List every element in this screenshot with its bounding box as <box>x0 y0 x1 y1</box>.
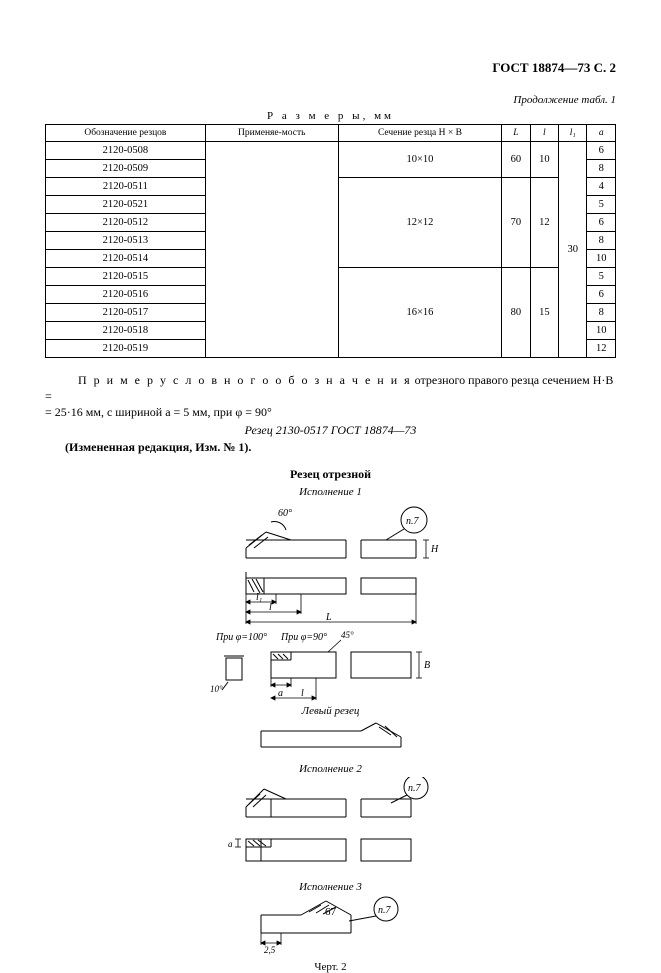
cell-designation: 2120-0516 <box>46 286 206 304</box>
cell-designation: 2120-0517 <box>46 304 206 322</box>
cell-L: 80 <box>502 268 530 358</box>
svg-text:l: l <box>301 688 304 699</box>
cell-a: 6 <box>587 286 616 304</box>
cell-a: 8 <box>587 232 616 250</box>
left-cutter-view <box>241 719 421 759</box>
cell-section: 12×12 <box>338 178 501 268</box>
svg-text:n.7: n.7 <box>406 516 420 527</box>
changed-edition: (Измененная редакция, Изм. № 1). <box>65 440 616 455</box>
svg-text:a: a <box>278 688 283 699</box>
phi-views: При φ=100° При φ=90° 45° 10° <box>206 630 456 705</box>
svg-text:10°: 10° <box>210 684 223 694</box>
svg-text:l: l <box>269 602 272 613</box>
figure-caption: Черт. 2 <box>206 961 456 973</box>
figure-title: Резец отрезной <box>206 467 456 482</box>
svg-text:45°: 45° <box>341 630 354 640</box>
svg-text:60°: 60° <box>278 508 292 519</box>
cell-designation: 2120-0509 <box>46 160 206 178</box>
example-code: Резец 2130-0517 ГОСТ 18874—73 <box>45 423 616 438</box>
cell-designation: 2120-0508 <box>46 142 206 160</box>
sizes-caption: Р а з м е р ы, мм <box>45 110 616 122</box>
cell-designation: 2120-0513 <box>46 232 206 250</box>
svg-text:При φ=100°: При φ=100° <box>215 632 267 643</box>
col-applicability: Применяе-мость <box>205 125 338 142</box>
svg-text:l₁: l₁ <box>256 592 262 603</box>
svg-text:2,5: 2,5 <box>264 945 276 955</box>
col-l1: l₁ <box>559 125 587 142</box>
cell-designation: 2120-0514 <box>46 250 206 268</box>
cell-a: 10 <box>587 250 616 268</box>
continuation-label: Продолжение табл. 1 <box>45 94 616 106</box>
cell-designation: 2120-0521 <box>46 196 206 214</box>
figure-block: Резец отрезной Исполнение 1 <box>206 467 456 973</box>
cell-section: 10×10 <box>338 142 501 178</box>
cell-section: 16×16 <box>338 268 501 358</box>
col-designation: Обозначение резцов <box>46 125 206 142</box>
cell-a: 10 <box>587 322 616 340</box>
svg-text:H: H <box>430 544 439 555</box>
dimensions-table: Обозначение резцов Применяе-мость Сечени… <box>45 124 616 358</box>
example-line2: = 25·16 мм, с шириной a = 5 мм, при φ = … <box>45 405 272 419</box>
exec2-views: n.7 a <box>216 777 446 877</box>
cell-a: 5 <box>587 196 616 214</box>
cell-designation: 2120-0518 <box>46 322 206 340</box>
cell-l: 10 <box>530 142 558 178</box>
cell-a: 12 <box>587 340 616 358</box>
col-l: l <box>530 125 558 142</box>
cell-applicability <box>205 142 338 358</box>
col-a: a <box>587 125 616 142</box>
cell-L: 70 <box>502 178 530 268</box>
col-section: Сечение резца H × B <box>338 125 501 142</box>
table-header-row: Обозначение резцов Применяе-мость Сечени… <box>46 125 616 142</box>
cell-a: 5 <box>587 268 616 286</box>
exec2-label: Исполнение 2 <box>206 763 456 775</box>
page: ГОСТ 18874—73 С. 2 Продолжение табл. 1 Р… <box>0 0 661 936</box>
exec1-side-view: l₁ l L <box>216 570 446 630</box>
cell-designation: 2120-0511 <box>46 178 206 196</box>
table-row: 2120-050810×106010306 <box>46 142 616 160</box>
svg-text:n.7: n.7 <box>408 783 422 794</box>
cell-a: 6 <box>587 214 616 232</box>
cell-a: 8 <box>587 304 616 322</box>
cell-a: 8 <box>587 160 616 178</box>
cell-designation: 2120-0519 <box>46 340 206 358</box>
exec1-top-view: 60° n.7 H <box>216 500 446 570</box>
exec3-label: Исполнение 3 <box>206 881 456 893</box>
exec3-view: n.7 2,5 <box>231 895 431 957</box>
svg-text:L: L <box>325 612 332 623</box>
cell-a: 6 <box>587 142 616 160</box>
left-cutter-label: Левый резец <box>206 705 456 717</box>
cell-a: 4 <box>587 178 616 196</box>
col-L: L <box>502 125 530 142</box>
cell-l: 15 <box>530 268 558 358</box>
cell-l: 12 <box>530 178 558 268</box>
cell-l1: 30 <box>559 142 587 358</box>
cell-designation: 2120-0512 <box>46 214 206 232</box>
page-number: 67 <box>0 906 661 918</box>
exec1-label: Исполнение 1 <box>206 486 456 498</box>
standard-header: ГОСТ 18874—73 С. 2 <box>45 60 616 76</box>
cell-designation: 2120-0515 <box>46 268 206 286</box>
example-intro-spaced: П р и м е р у с л о в н о г о о б о з н … <box>78 373 412 387</box>
example-note: П р и м е р у с л о в н о г о о б о з н … <box>45 372 616 421</box>
cell-L: 60 <box>502 142 530 178</box>
svg-text:При φ=90°: При φ=90° <box>280 632 327 643</box>
svg-text:a: a <box>228 839 233 849</box>
svg-text:B: B <box>424 660 430 671</box>
